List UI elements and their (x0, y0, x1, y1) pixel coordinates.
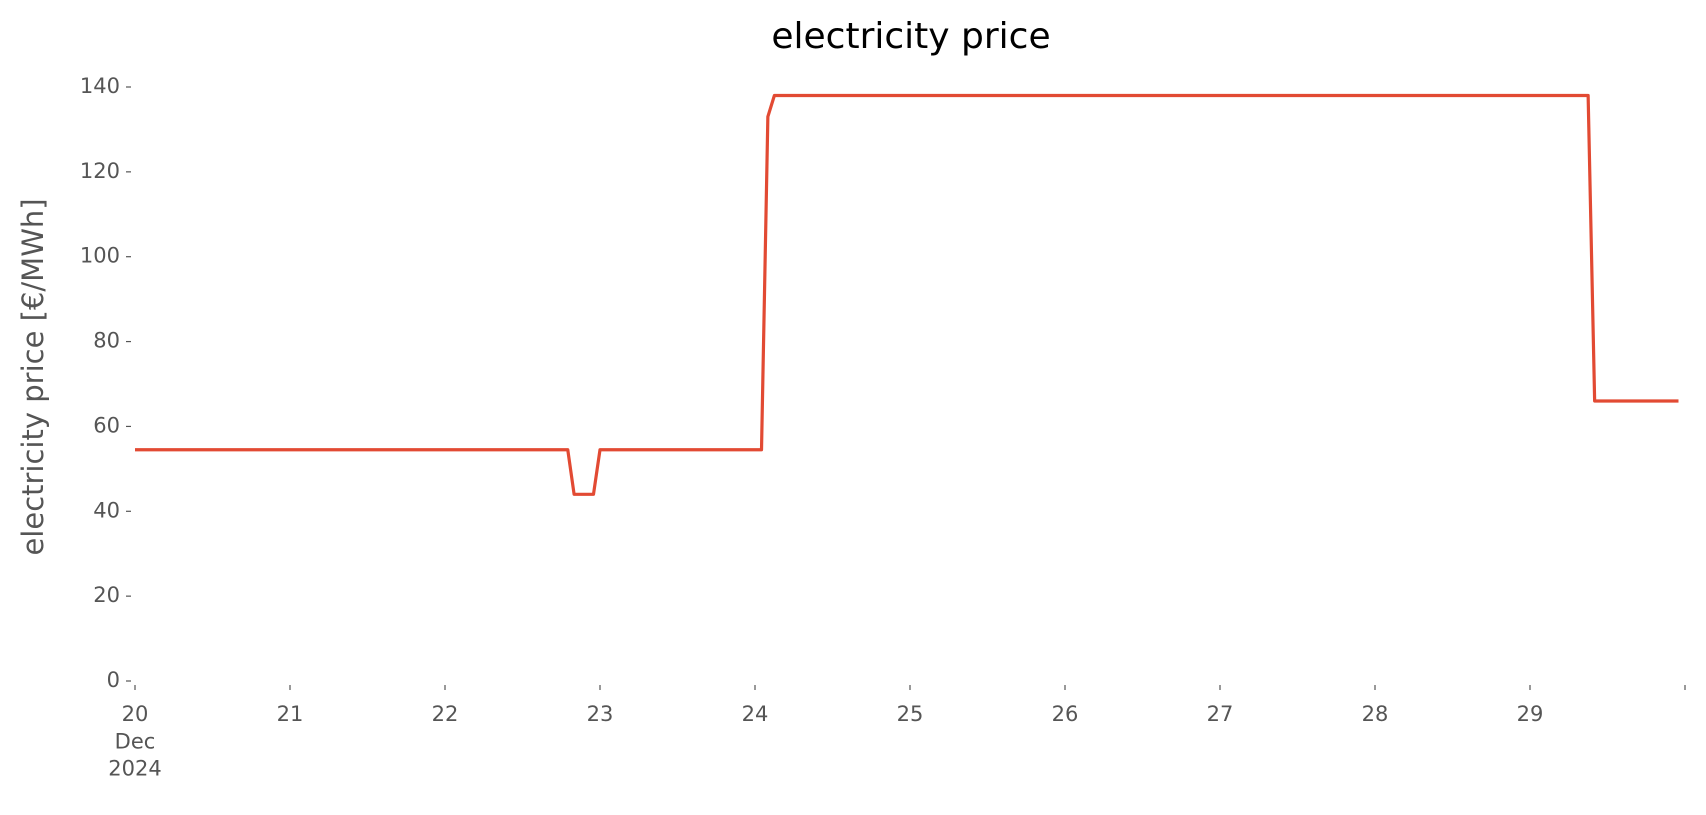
x-tick-label: 23 (587, 702, 614, 726)
x-tick-label: 21 (277, 702, 304, 726)
y-tick-label: 100 (80, 244, 120, 268)
x-tick-label: 27 (1207, 702, 1234, 726)
x-tick-label: 28 (1362, 702, 1389, 726)
y-tick-label: 0 (107, 668, 120, 692)
x-tick-label: 29 (1517, 702, 1544, 726)
x-tick-label: 25 (897, 702, 924, 726)
y-tick-label: 60 (93, 413, 120, 437)
x-tick-label: 20 Dec 2024 (108, 702, 161, 781)
y-tick-label: 120 (80, 159, 120, 183)
y-tick-label: 80 (93, 329, 120, 353)
y-axis-label: electricity price [€/MWh] (16, 198, 50, 555)
x-tick-label: 26 (1052, 702, 1079, 726)
y-tick-label: 40 (93, 498, 120, 522)
price-line (135, 93, 1679, 496)
x-tick-label: 22 (432, 702, 459, 726)
y-tick-label: 20 (93, 583, 120, 607)
x-tick-label: 24 (742, 702, 769, 726)
y-tick-label: 140 (80, 74, 120, 98)
chart-title: electricity price (771, 16, 1050, 57)
